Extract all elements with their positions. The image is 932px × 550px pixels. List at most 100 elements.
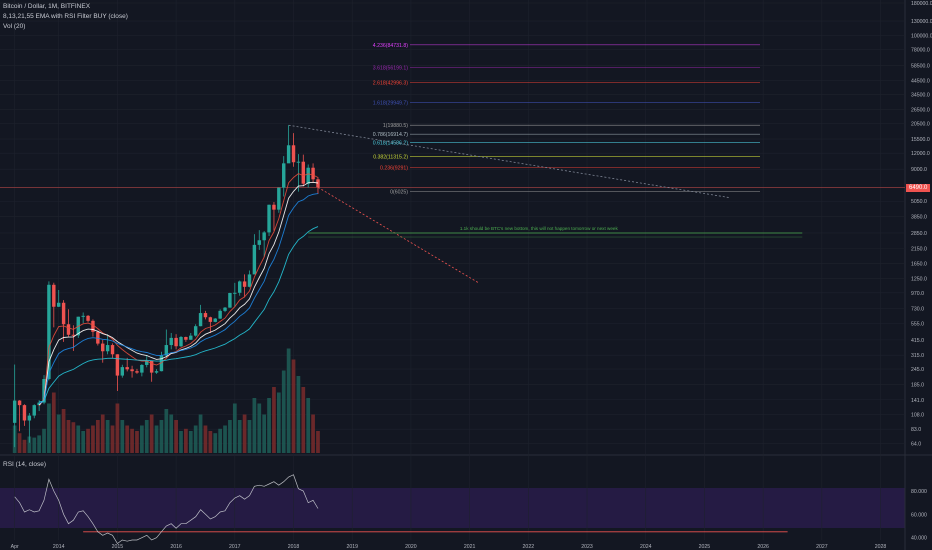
volume-bar (47, 403, 51, 453)
fib-level-label: 2.618(42996.3) (373, 80, 408, 86)
candle-body (272, 204, 276, 210)
candle-body (282, 163, 286, 188)
candle-body (169, 337, 173, 346)
volume-bar (306, 398, 311, 453)
volume-bar (95, 420, 100, 453)
candle-body (130, 369, 134, 372)
last-price-label: 6490.0 (906, 184, 931, 192)
volume-bar (100, 414, 105, 453)
indicator-title: 8,13,21,55 EMA with RSI Filter BUY (clos… (3, 13, 128, 20)
candle-body (91, 320, 95, 332)
volume-bar (311, 414, 315, 453)
candle-body (154, 371, 159, 373)
candle-body (27, 415, 32, 421)
volume-bar (208, 431, 213, 453)
y-tick-label: 108.0 (911, 413, 924, 419)
candle-body (105, 345, 110, 352)
candle-body (218, 310, 222, 319)
candle-body (110, 345, 115, 355)
candle-body (223, 307, 227, 311)
x-tick-label: Apr (11, 544, 19, 550)
candle-body (61, 302, 66, 325)
x-tick-label: 2018 (288, 544, 300, 550)
candle-body (159, 355, 164, 372)
rsi-title: RSI (14, close) (3, 461, 46, 468)
volume-bar (262, 414, 267, 453)
candle-body (296, 161, 301, 163)
candle-body (228, 292, 232, 308)
volume-bar (42, 428, 46, 453)
fib-level-label: 4.236(84731.8) (373, 43, 408, 49)
y-tick-label: 5050.0 (911, 199, 927, 205)
y-tick-label: 1650.0 (911, 261, 927, 267)
candle-body (208, 317, 213, 322)
candle-body (213, 318, 217, 322)
y-tick-label: 415.0 (911, 338, 924, 344)
volume-bar (174, 420, 178, 453)
y-tick-label: 2850.0 (911, 231, 927, 237)
candle-body (301, 161, 306, 184)
candle-body (56, 302, 61, 307)
candle-body (311, 167, 315, 180)
rsi-line (14, 474, 319, 545)
y-tick-label: 245.0 (911, 367, 924, 373)
x-tick-label: 2024 (640, 544, 652, 550)
y-tick-label: 141.0 (911, 398, 924, 404)
y-tick-label: 1250.0 (911, 277, 927, 283)
fib-level-label: 1(19880.5) (383, 123, 408, 129)
x-tick-label: 2027 (816, 544, 828, 550)
volume-bar (32, 437, 37, 453)
trendline-red (317, 186, 480, 284)
volume-bar (169, 414, 174, 453)
candle-body (81, 315, 85, 317)
y-tick-label: 26500.0 (911, 107, 930, 113)
y-tick-label: 555.0 (911, 322, 924, 328)
volume-bar (228, 420, 232, 453)
y-tick-label: 970.0 (911, 291, 924, 297)
volume-bar (232, 403, 237, 453)
volume-bar (61, 409, 66, 453)
candle-body (237, 281, 242, 293)
volume-bar (237, 420, 242, 453)
volume-bar (242, 414, 247, 453)
volume-bar (66, 420, 71, 453)
rsi-band (0, 488, 905, 528)
volume-bar (184, 428, 188, 453)
candle-body (286, 145, 291, 164)
x-tick-label: 2021 (464, 544, 476, 550)
volume-bar (281, 370, 286, 453)
candle-body (203, 313, 208, 318)
candle-body (22, 405, 27, 421)
y-tick-label: 185.0 (911, 383, 924, 389)
x-tick-label: 2014 (53, 544, 65, 550)
candle-body (193, 326, 198, 336)
candle-body (125, 367, 129, 370)
volume-bar (91, 425, 95, 453)
candle-body (184, 337, 188, 340)
y-tick-label: 83.0 (911, 427, 921, 433)
volume-bar (276, 392, 281, 453)
volume-bar (203, 425, 208, 453)
volume-bar (291, 359, 296, 453)
volume-bar (51, 392, 56, 453)
rsi-tick-label: 60.000 (911, 512, 927, 518)
x-tick-label: 2025 (699, 544, 711, 550)
candle-body (86, 315, 90, 321)
volume-bar (223, 425, 227, 453)
fib-level-label: 0.786(16914.7) (373, 132, 408, 138)
volume-bar (179, 431, 183, 453)
fib-level-label: 3.618(56199.1) (373, 66, 408, 72)
x-tick-label: 2028 (875, 544, 887, 550)
annotation-text: 1.1k should be BTC's new bottom, this wi… (460, 226, 619, 231)
volume-bar (316, 431, 320, 453)
volume-title: Vol (20) (3, 23, 26, 30)
x-tick-label: 2016 (170, 544, 182, 550)
candle-body (145, 360, 149, 365)
volume-bar (71, 422, 76, 453)
x-tick-label: 2026 (757, 544, 769, 550)
volume-bar (86, 428, 90, 453)
volume-bar (115, 403, 120, 453)
volume-bar (154, 425, 159, 453)
